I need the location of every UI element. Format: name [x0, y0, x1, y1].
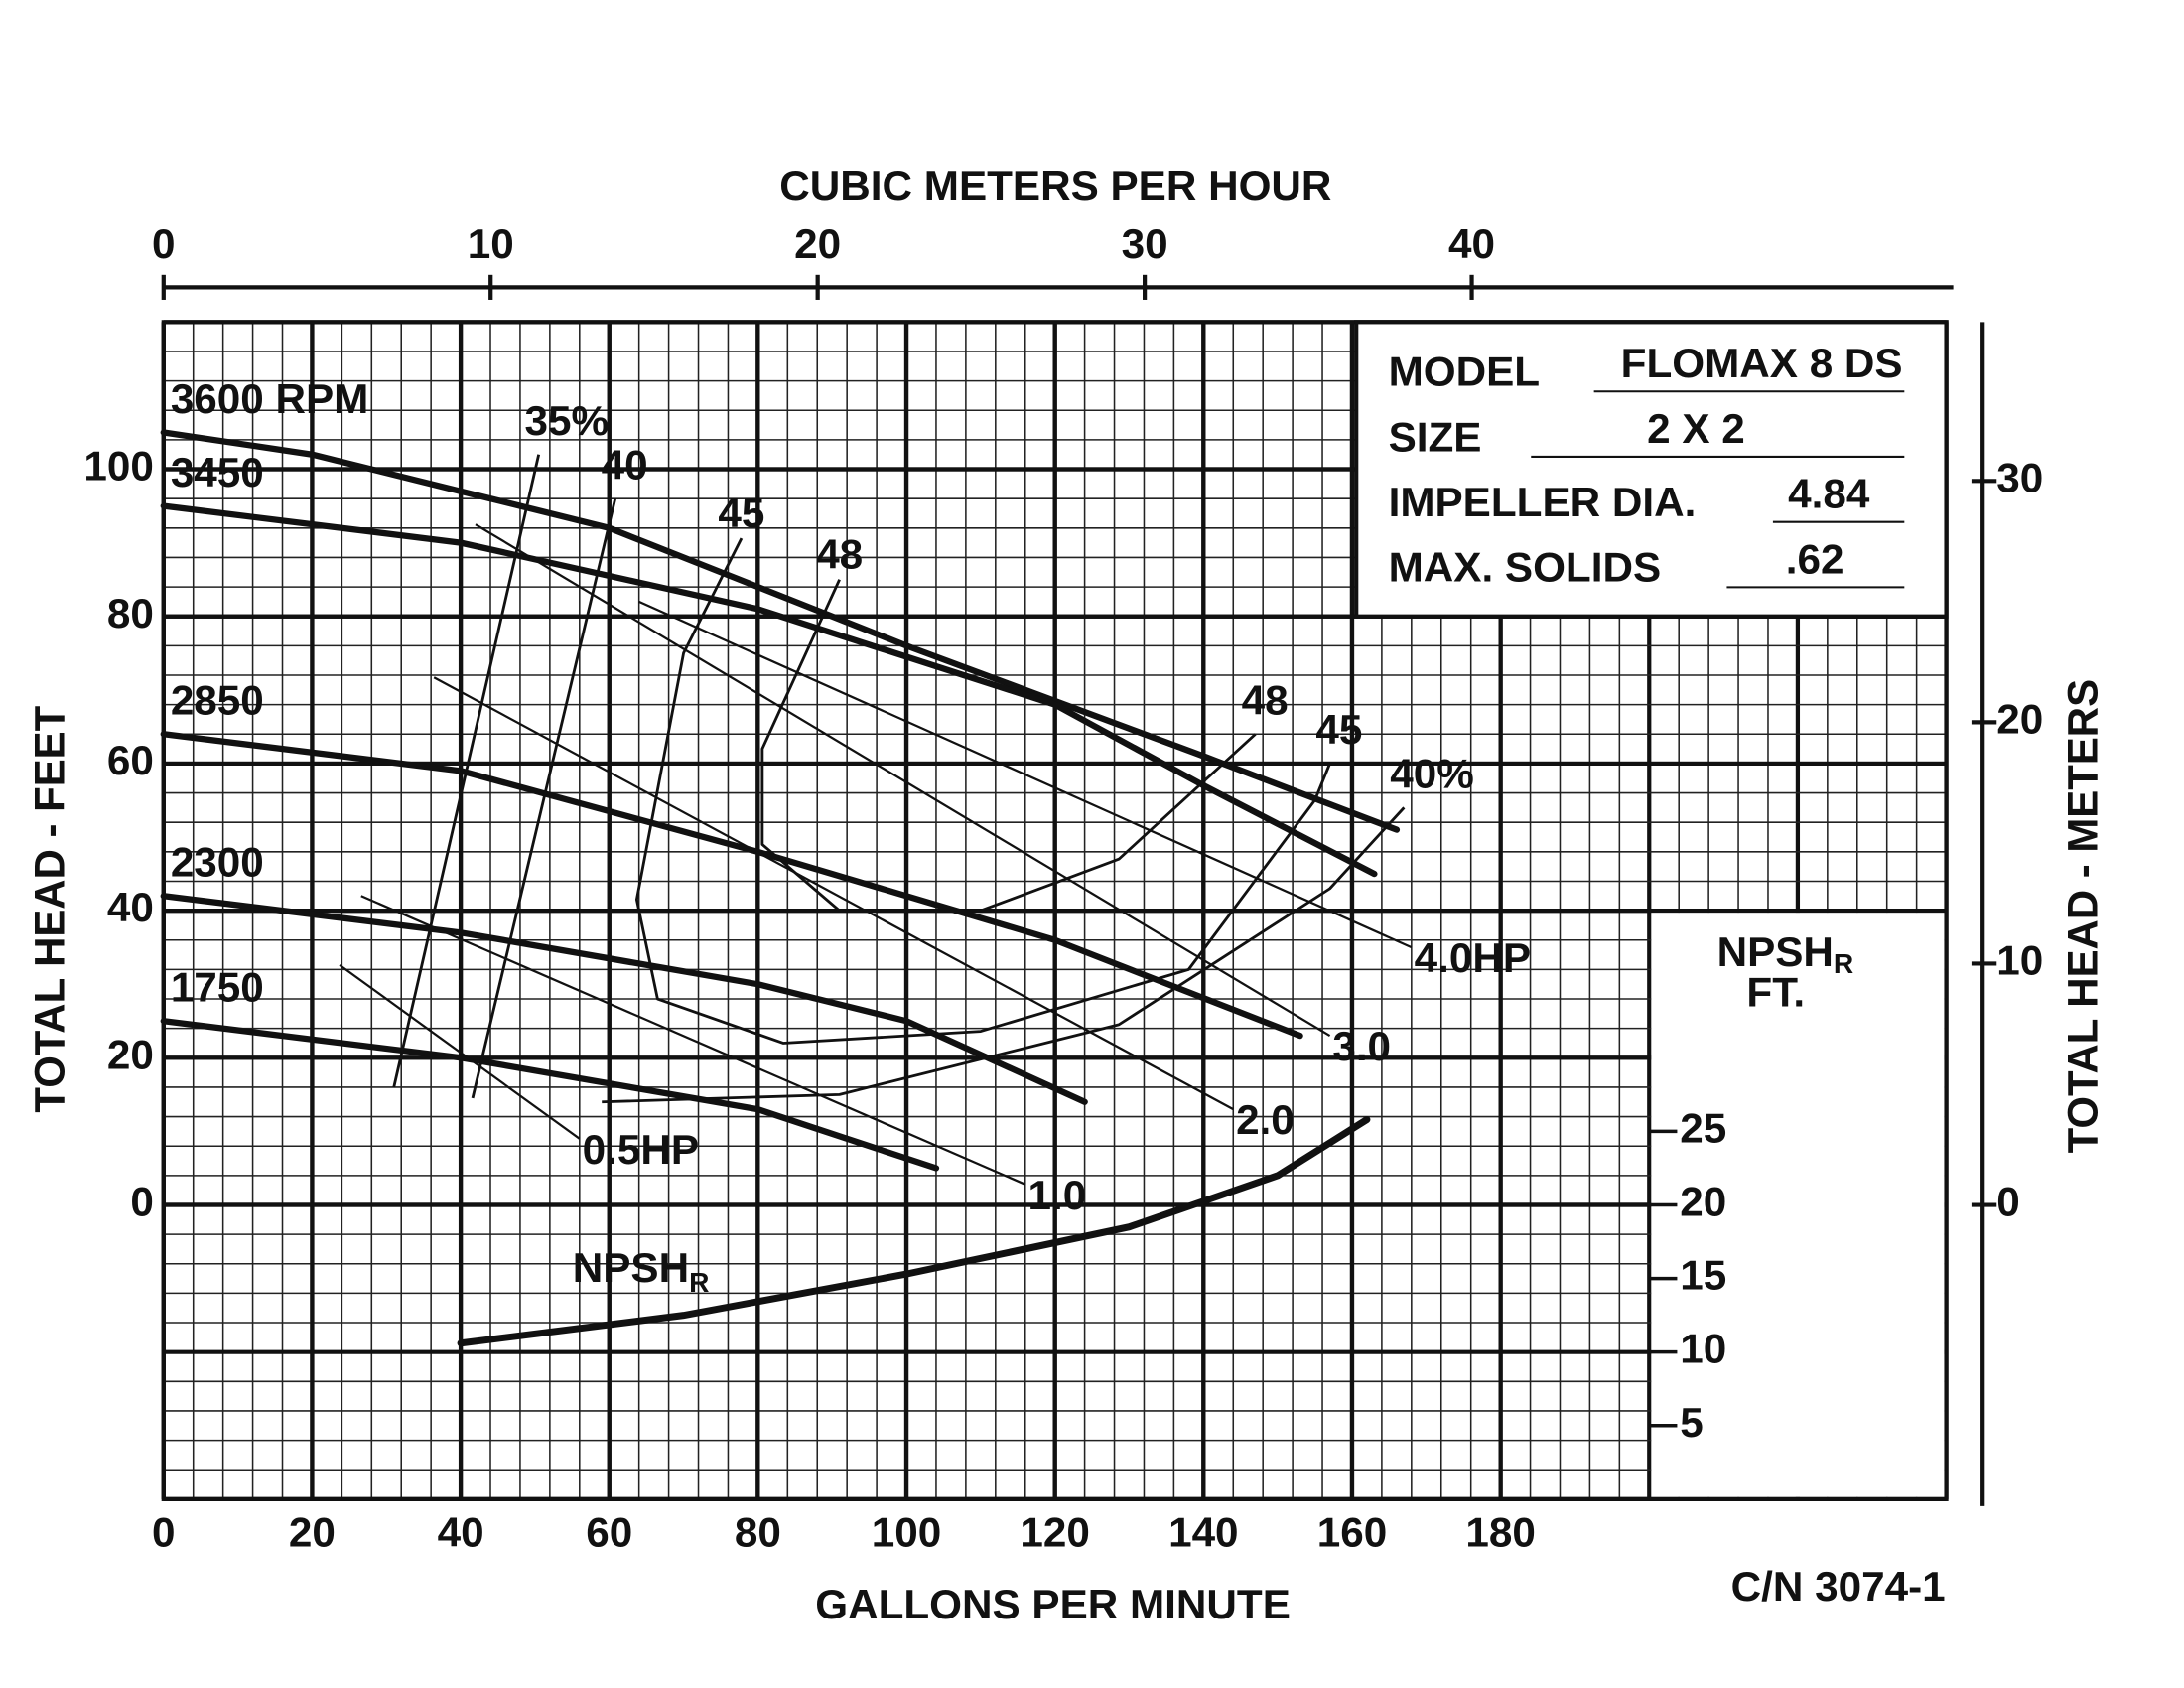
y3-title-sub: R: [1834, 948, 1853, 979]
x-tick-label: 160: [1317, 1508, 1387, 1555]
x-tick-label: 80: [735, 1508, 781, 1555]
y2-axis-title: TOTAL HEAD - METERS: [2059, 679, 2106, 1153]
curve-power: [360, 895, 1026, 1186]
curve-head: [160, 429, 1401, 833]
code: C/N 3074-1: [1731, 1563, 1946, 1610]
x-tick-label: 0: [152, 1508, 175, 1555]
x2-tick-label: 10: [468, 220, 514, 267]
curve-power: [433, 676, 1234, 1111]
y-tick-label: 0: [130, 1179, 153, 1225]
speed-label: 3600 RPM: [171, 375, 369, 422]
curve-efficiency: [634, 537, 1331, 1045]
y3-axis-unit: FT.: [1746, 969, 1805, 1016]
info-box: [1354, 320, 1949, 619]
marks: [160, 429, 1413, 1347]
curve-efficiency: [392, 454, 541, 1088]
x-tick-label: 180: [1465, 1508, 1535, 1555]
info-label: MAX. SOLIDS: [1389, 544, 1662, 591]
x2-tick-label: 20: [794, 220, 841, 267]
info-label: IMPELLER DIA.: [1389, 479, 1697, 525]
speed-label: 1750: [171, 964, 264, 1011]
power-label: 3.0: [1332, 1023, 1391, 1069]
y3-tick-label: 25: [1680, 1105, 1726, 1152]
curve-npsh: [457, 1116, 1371, 1347]
efficiency-label: 45: [718, 490, 764, 536]
x-tick-label: 100: [872, 1508, 941, 1555]
efficiency-label: 48: [816, 531, 863, 578]
info-label: MODEL: [1389, 349, 1541, 395]
x-axis-title: GALLONS PER MINUTE: [815, 1581, 1291, 1627]
x-tick-label: 40: [438, 1508, 484, 1555]
npsh-scale-area: [1651, 913, 1945, 1497]
x2-axis-title: CUBIC METERS PER HOUR: [779, 162, 1331, 209]
x-tick-label: 120: [1020, 1508, 1089, 1555]
x2-tick-label: 0: [152, 220, 175, 267]
y3-tick-label: 15: [1680, 1252, 1726, 1299]
curve-head: [160, 731, 1303, 1040]
npsh-label-sub: R: [689, 1268, 709, 1299]
y-tick-label: 80: [107, 590, 154, 636]
npsh-label-text: NPSH: [573, 1244, 689, 1291]
y2-tick-label: 20: [1996, 696, 2043, 743]
power-label: 4.0HP: [1415, 934, 1531, 981]
power-label: 2.0: [1236, 1096, 1295, 1143]
npsh-label: NPSHR: [573, 1244, 710, 1298]
curve-head: [160, 893, 1088, 1105]
y2-tick-label: 0: [1996, 1179, 2019, 1225]
y3-title-text: NPSH: [1717, 928, 1834, 975]
y3-tick-label: 20: [1680, 1179, 1726, 1225]
curve-power: [339, 964, 581, 1140]
speed-label: 3450: [171, 449, 264, 495]
y-tick-label: 40: [107, 884, 154, 930]
efficiency-label: 48: [1242, 677, 1289, 724]
efficiency-label: 40: [602, 442, 648, 489]
x2-tick-label: 30: [1122, 220, 1168, 267]
y3-tick-label: 5: [1680, 1399, 1703, 1446]
x-tick-label: 60: [586, 1508, 632, 1555]
efficiency-label: 35%: [525, 397, 610, 444]
speed-label: 2850: [171, 677, 264, 724]
curve-power: [475, 523, 1331, 1038]
plot-frame: [161, 320, 1949, 1501]
curve-head: [160, 1018, 940, 1172]
y3-tick-label: 10: [1680, 1326, 1726, 1372]
x-tick-label: 140: [1168, 1508, 1238, 1555]
curve-efficiency: [602, 806, 1406, 1104]
efficiency-label: 45: [1315, 706, 1362, 753]
info-value: 4.84: [1788, 471, 1870, 517]
speed-label: 2300: [171, 839, 264, 886]
curve-efficiency: [471, 497, 617, 1099]
power-label: 1.0: [1028, 1172, 1087, 1218]
info-label: SIZE: [1389, 413, 1482, 460]
info-value: FLOMAX 8 DS: [1621, 340, 1903, 386]
y2-tick-label: 10: [1996, 937, 2043, 984]
y-tick-label: 60: [107, 737, 154, 783]
x-tick-label: 20: [289, 1508, 336, 1555]
efficiency-label: 40%: [1390, 751, 1474, 797]
power-label: 0.5HP: [583, 1126, 699, 1173]
curve-power: [638, 600, 1413, 949]
y-axis-title: TOTAL HEAD - FEET: [27, 705, 73, 1112]
y2-tick-label: 30: [1996, 455, 2043, 501]
y3-axis-title: NPSHR: [1717, 928, 1854, 979]
x2-tick-label: 40: [1448, 220, 1495, 267]
y-tick-label: 100: [83, 443, 153, 490]
y-tick-label: 20: [107, 1032, 154, 1078]
curve-efficiency: [760, 579, 1257, 913]
info-value: .62: [1786, 535, 1844, 582]
curve-head: [160, 502, 1378, 878]
info-value: 2 X 2: [1647, 405, 1745, 452]
